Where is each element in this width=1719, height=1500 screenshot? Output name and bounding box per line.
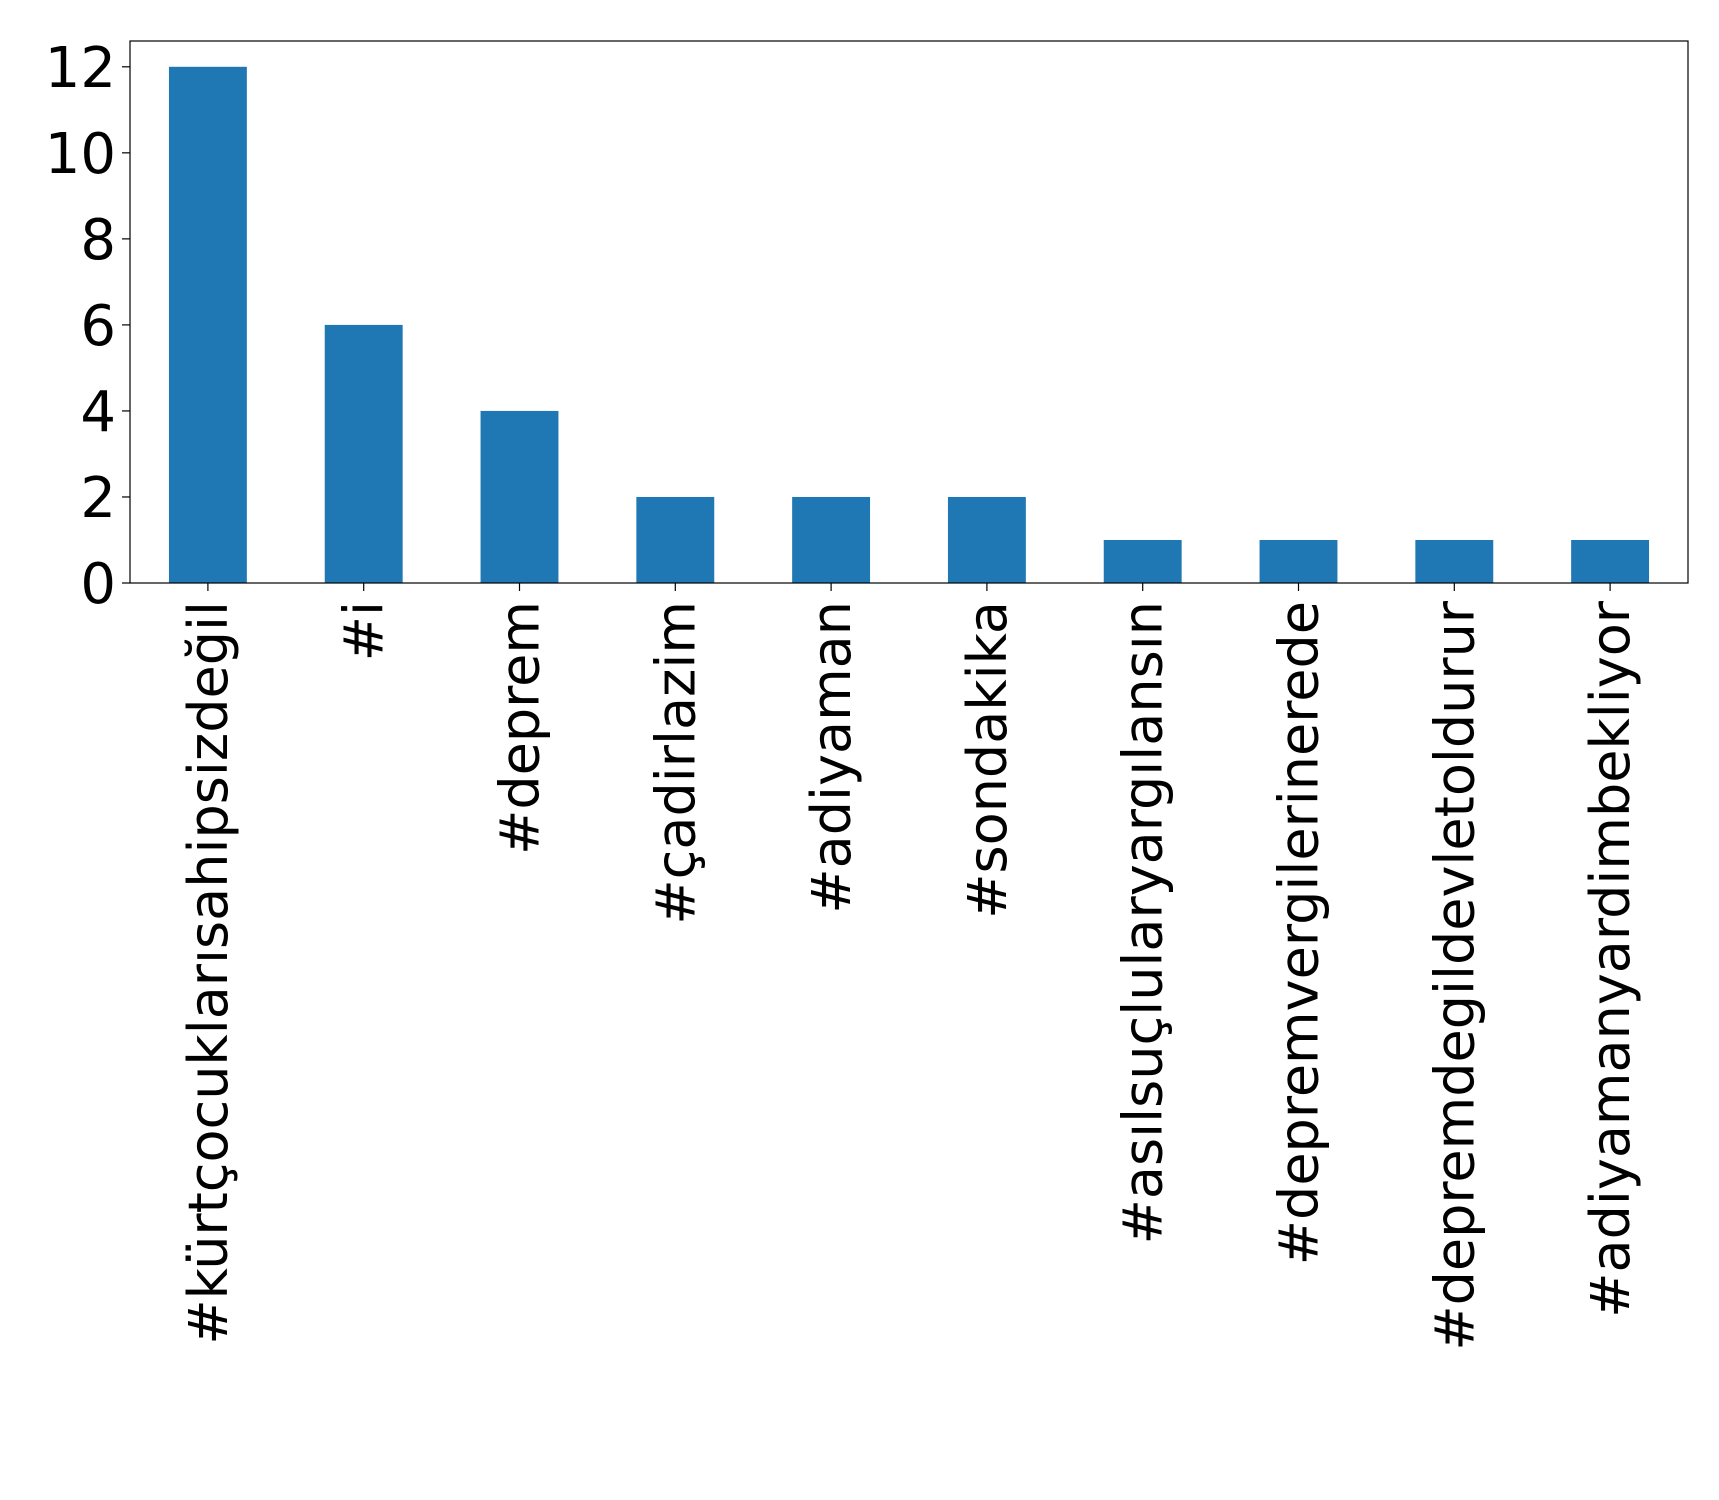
y-tick-label: 0 <box>80 552 116 617</box>
y-tick-label: 6 <box>80 294 116 359</box>
bar <box>947 496 1026 583</box>
bar <box>1259 539 1338 583</box>
bar <box>1415 539 1494 583</box>
y-tick-label: 4 <box>80 380 116 445</box>
x-tick-label: #depremdegildevletoldurur <box>1423 600 1486 1350</box>
bar <box>636 496 715 583</box>
y-tick-label: 8 <box>80 208 116 273</box>
x-tick-label: #deprem <box>489 601 552 855</box>
bar <box>1103 539 1182 583</box>
x-tick-label: #adiyaman <box>800 601 863 914</box>
bar <box>168 66 247 584</box>
x-tick-label: #i <box>333 601 396 661</box>
x-tick-label: #kürtçocuklarısahipsizdeğil <box>177 601 240 1345</box>
y-tick-label: 10 <box>45 122 116 187</box>
bars-layer <box>168 66 1650 584</box>
x-tick-label: #asılsuçlularyargılansın <box>1112 601 1175 1244</box>
x-tick-label: #çadirlazim <box>644 601 707 925</box>
bar <box>480 410 559 583</box>
bar <box>792 496 871 583</box>
y-tick-label: 2 <box>80 466 116 531</box>
x-tick-label: #sondakika <box>956 601 1019 919</box>
y-tick-label: 12 <box>45 36 116 101</box>
bar <box>1571 539 1650 583</box>
x-axis: #kürtçocuklarısahipsizdeğil #i #deprem #çad… <box>177 583 1642 1351</box>
plot-area-frame <box>129 40 1689 584</box>
x-tick-label: #adiyamanyardimbekliyor <box>1579 600 1642 1318</box>
y-axis: 0 2 4 6 8 10 12 <box>45 36 130 617</box>
x-tick-label: #depremvergilerinerede <box>1268 601 1331 1265</box>
bar <box>324 324 403 583</box>
